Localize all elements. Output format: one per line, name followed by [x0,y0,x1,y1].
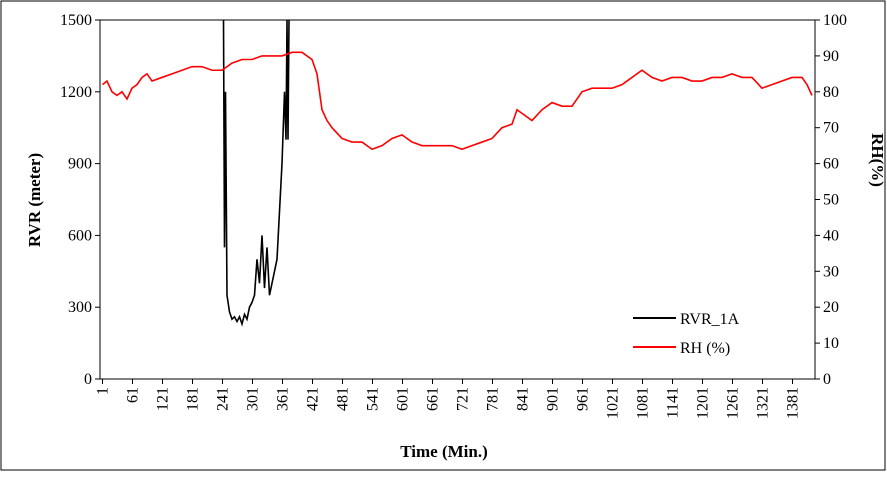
y2-tick-label: 90 [823,48,839,65]
y-axis-title: RVR (meter) [25,153,44,247]
x-tick-label: 1321 [755,387,772,419]
y2-tick-label: 10 [823,335,839,352]
data-line [222,20,290,327]
x-tick-label: 181 [185,387,202,411]
x-tick-label: 61 [125,387,142,403]
y-tick-label: 900 [68,156,92,173]
legend-label: RVR_1A [680,311,740,328]
legend-label: RH (%) [680,340,730,357]
x-tick-label: 1021 [605,387,622,419]
x-tick-label: 1261 [725,387,742,419]
y2-tick-label: 50 [823,192,839,209]
y2-tick-label: 0 [823,371,831,388]
x-tick-label: 241 [215,387,232,411]
x-tick-label: 121 [155,387,172,411]
x-tick-label: 1381 [785,387,802,419]
data-line [102,51,813,151]
x-tick-label: 961 [575,387,592,411]
y2-tick-label: 30 [823,263,839,280]
x-tick-label: 1 [95,387,112,395]
y-tick-label: 300 [68,299,92,316]
y2-tick-label: 80 [823,84,839,101]
x-tick-label: 901 [545,387,562,411]
x-tick-label: 301 [245,387,262,411]
x-tick-label: 541 [365,387,382,411]
x-tick-label: 1141 [665,387,682,418]
y-tick-label: 600 [68,227,92,244]
x-tick-label: 781 [485,387,502,411]
y-tick-label: 1500 [60,12,92,29]
y-tick-label: 1200 [60,84,92,101]
x-tick-label: 721 [455,387,472,411]
x-tick-label: 421 [305,387,322,411]
y2-axis-title: RH(%) [868,133,887,187]
x-tick-label: 481 [335,387,352,411]
x-tick-label: 601 [395,387,412,411]
x-tick-label: 841 [515,387,532,411]
y2-tick-label: 70 [823,120,839,137]
x-tick-label: 1201 [695,387,712,419]
x-tick-label: 1081 [635,387,652,419]
y2-tick-label: 100 [823,12,847,29]
y2-tick-label: 20 [823,299,839,316]
x-tick-label: 661 [425,387,442,411]
y-tick-label: 0 [84,371,92,388]
x-axis-title: Time (Min.) [400,442,488,461]
y2-tick-label: 60 [823,156,839,173]
x-tick-label: 361 [275,387,292,411]
y2-tick-label: 40 [823,227,839,244]
